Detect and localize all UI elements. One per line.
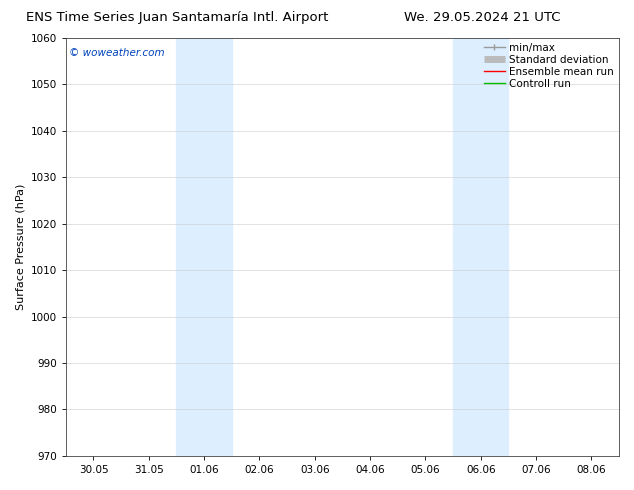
- Y-axis label: Surface Pressure (hPa): Surface Pressure (hPa): [15, 184, 25, 310]
- Legend: min/max, Standard deviation, Ensemble mean run, Controll run: min/max, Standard deviation, Ensemble me…: [481, 40, 617, 92]
- Text: © woweather.com: © woweather.com: [68, 48, 164, 58]
- Text: We. 29.05.2024 21 UTC: We. 29.05.2024 21 UTC: [404, 11, 560, 24]
- Bar: [453, 38, 508, 456]
- Text: ENS Time Series Juan Santamaría Intl. Airport: ENS Time Series Juan Santamaría Intl. Ai…: [27, 11, 328, 24]
- Bar: [176, 38, 232, 456]
